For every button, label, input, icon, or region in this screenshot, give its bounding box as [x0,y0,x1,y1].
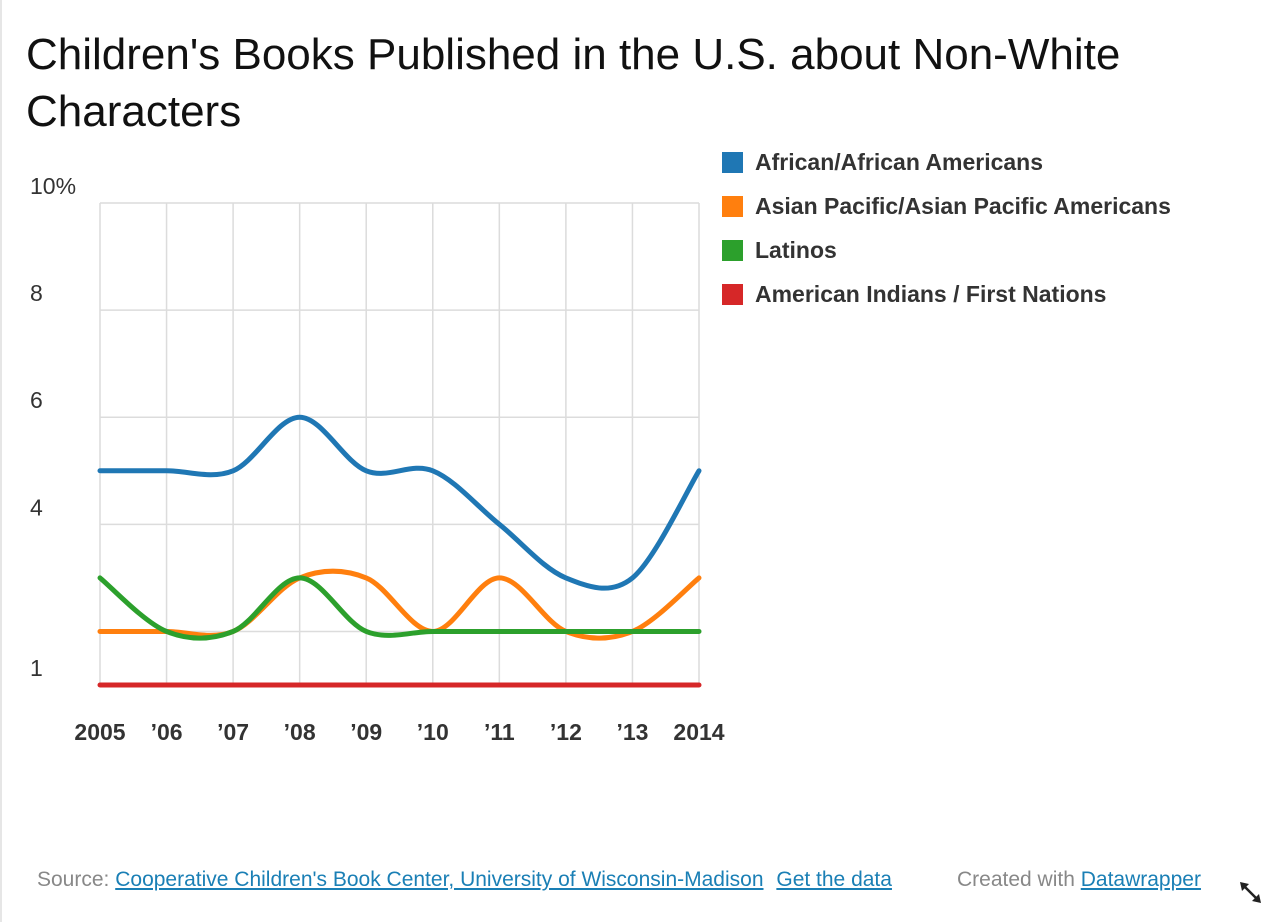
legend-label: American Indians / First Nations [755,280,1107,307]
y-tick-label: 4 [30,494,43,520]
legend-label: Latinos [755,236,837,263]
chart-title: Children's Books Published in the U.S. a… [26,30,1121,136]
source-link[interactable]: Cooperative Children's Book Center, Univ… [115,868,764,891]
y-tick-label: 1 [30,655,43,681]
y-tick-label: 10% [30,173,76,199]
legend-label: Asian Pacific/Asian Pacific Americans [755,192,1171,219]
footer: Source: Cooperative Children's Book Cent… [37,866,1247,896]
legend: African/African Americans Asian Pacific/A… [722,140,1171,316]
x-tick-label: ’13 [616,719,648,745]
x-tick-label: ’07 [217,719,249,745]
series-line-latinos [97,575,702,641]
legend-item: African/African Americans [722,140,1171,184]
legend-swatch [722,239,743,261]
created-with-text: Created with [957,868,1075,891]
source-prefix: Source: [37,868,110,891]
x-tick-label: ’11 [484,719,515,745]
x-tick-label: ’10 [417,719,449,745]
legend-item: Asian Pacific/Asian Pacific Americans [722,184,1171,228]
x-tick-label: ’08 [284,719,316,745]
x-tick-label: ’09 [350,719,382,745]
legend-item: American Indians / First Nations [722,272,1171,316]
get-the-data-link[interactable]: Get the data [776,868,892,891]
legend-label: African/African Americans [755,148,1044,175]
legend-swatch [722,195,743,217]
x-tick-label: ’12 [550,719,582,745]
x-tick-label: 2014 [673,719,724,745]
y-tick-label: 8 [30,280,43,306]
legend-swatch [722,283,743,305]
datawrapper-link[interactable]: Datawrapper [1080,868,1201,891]
x-tick-label: 2005 [74,719,125,745]
frame-edge [0,0,2,922]
x-tick-label: ’06 [151,719,183,745]
resize-arrow-icon[interactable] [1238,880,1264,906]
legend-swatch [722,151,743,173]
series-line-african-african-americans [97,414,702,591]
credit: Created with Datawrapper [957,866,1201,894]
series-line-asian-pacific-asian-pacific-americans [97,568,702,641]
y-tick-label: 6 [30,387,43,413]
legend-item: Latinos [722,228,1171,272]
